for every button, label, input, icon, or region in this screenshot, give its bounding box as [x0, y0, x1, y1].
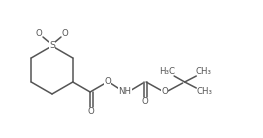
Text: O: O — [104, 78, 111, 87]
Text: O: O — [161, 87, 168, 96]
Text: O: O — [142, 98, 148, 107]
Text: H₃C: H₃C — [159, 67, 175, 75]
Text: CH₃: CH₃ — [195, 67, 211, 75]
Text: NH: NH — [118, 87, 131, 96]
Text: O: O — [36, 29, 42, 38]
Text: CH₃: CH₃ — [196, 87, 212, 96]
Text: S: S — [49, 42, 55, 51]
Text: O: O — [88, 108, 94, 116]
Text: O: O — [62, 29, 68, 38]
